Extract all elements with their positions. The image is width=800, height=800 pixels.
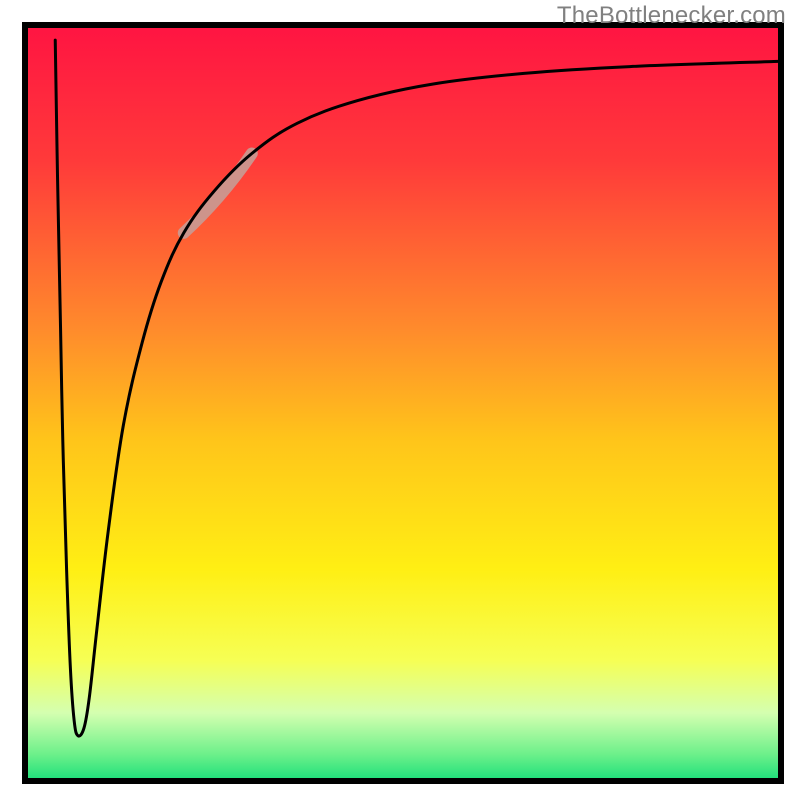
attribution-text: TheBottlenecker.com bbox=[557, 2, 786, 30]
chart-container: TheBottlenecker.com bbox=[0, 0, 800, 800]
bottleneck-chart bbox=[0, 0, 800, 800]
plot-background bbox=[25, 25, 781, 781]
